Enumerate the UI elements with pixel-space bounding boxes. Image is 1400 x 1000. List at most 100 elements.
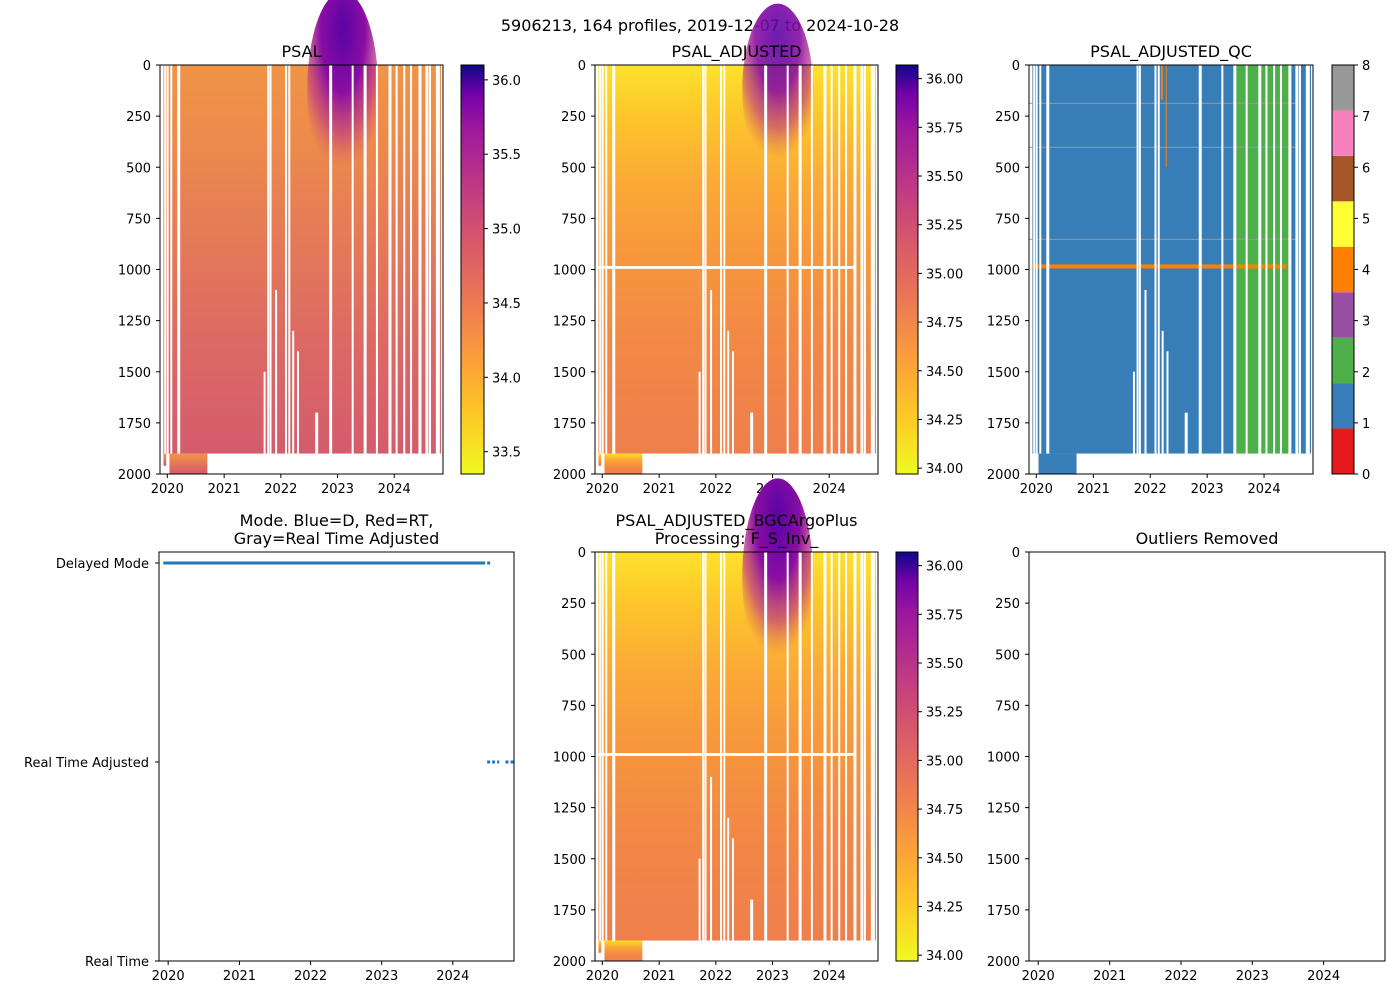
data-gap [601,65,604,454]
x-tick-label: 2023 [365,969,398,984]
data-gap [429,65,432,454]
x-tick-label: 2022 [699,969,732,984]
qc-flag-1-region [1038,453,1077,474]
colorbar-tick-label: 6 [1362,161,1370,176]
delayed-mode-point [487,561,491,565]
colorbar-tick-label: 5 [1362,212,1370,227]
high-salinity-core [742,478,814,675]
heatmap-deep [604,453,643,474]
qc-flag-8-line [1029,238,1299,240]
data-gap [1161,330,1164,454]
y-tick-label: 0 [1012,59,1020,74]
y-tick-label: 1000 [118,264,151,279]
colorbar-frame [895,551,919,962]
x-tick-label: 2021 [1077,482,1110,497]
data-gap [269,65,272,454]
y-tick-label: 1250 [118,315,151,330]
x-tick-label: 2020 [152,969,185,984]
colorbar-frame [460,64,485,475]
data-gap [1233,65,1237,454]
data-gap [1295,65,1299,454]
colorbar-tick-label: 34.75 [926,803,963,818]
y-tick-label: 1750 [553,904,586,919]
data-gap [704,552,707,941]
data-gap [731,838,734,941]
data-gap [605,552,608,941]
data-gap [798,65,802,454]
heatmap-body [598,552,876,941]
y-tick-label: 500 [561,648,586,663]
data-gap [864,552,867,941]
panel-title: Mode. Blue=D, Red=RT, [240,511,434,530]
y-tick-label: 0 [1012,546,1020,561]
y-tick-label: 250 [126,110,151,125]
data-gap [838,65,841,454]
y-tick-label: 0 [578,546,586,561]
data-gap [810,65,813,454]
colorbar-tick-label: 34.75 [926,316,963,331]
qc-flag-2-region [1233,65,1290,454]
data-gap [388,65,392,454]
data-gap [1273,65,1276,454]
y-tick-label: 1000 [987,264,1020,279]
colorbar-tick-label: 34.25 [926,413,963,428]
colorbar-tick-label: 34.50 [926,852,963,867]
data-gap [1184,412,1188,454]
y-tick-label: 750 [561,212,586,227]
x-tick-label: 2023 [756,969,789,984]
data-gap [830,552,833,941]
data-gap [1033,65,1036,454]
data-gap [786,65,789,454]
data-gap [860,552,864,941]
high-salinity-core [742,3,814,176]
data-gap [418,65,422,454]
qc-flag-4-mark [1165,65,1167,168]
y-tick-label: 1000 [553,264,586,279]
data-gap [164,65,167,454]
data-gap [375,65,378,454]
data-gap [750,412,754,454]
colorbar-tick-label: 1 [1362,417,1370,432]
y-tick-label: 750 [561,699,586,714]
data-gap [1221,65,1224,454]
data-gap [860,65,864,454]
pressure-gap-line [598,753,855,756]
data-gap [723,65,726,454]
y-tick-label: 1500 [987,366,1020,381]
data-gap [403,65,406,454]
data-gap [329,65,333,454]
y-tick-label: 500 [126,161,151,176]
colorbar-tick-label: 35.75 [926,608,963,623]
colorbar-tick-label: 34.0 [492,371,521,386]
data-gap [1258,65,1262,454]
y-tick-label: 2000 [987,468,1020,483]
colorbar-gradient [896,65,918,474]
x-tick-label: 2024 [1307,969,1340,984]
data-gap [720,552,723,941]
colorbar-tick-label: 35.50 [926,170,963,185]
colorbar-tick-label: 3 [1362,315,1370,330]
colorbar-tick-label: 36.00 [926,73,963,88]
qc-flag-8-line [1029,102,1299,104]
x-tick-label: 2020 [1022,969,1055,984]
data-gap [786,552,789,941]
colorbar-tick-label: 2 [1362,366,1370,381]
y-tick-label: 250 [995,110,1020,125]
data-gap [425,65,429,454]
colorbar-segment [1332,337,1354,384]
y-tick-label: 1250 [553,315,586,330]
data-gap [1039,65,1042,454]
y-tick-label: 750 [126,212,151,227]
data-gap [710,289,713,454]
data-gap [764,552,768,941]
y-tick-label: 1750 [118,417,151,432]
heatmap-deep [163,453,167,466]
colorbar-tick-label: 35.0 [492,223,521,238]
data-gap [727,817,730,941]
panel-title: PSAL_ADJUSTED [671,42,801,62]
colorbar-tick-label: 36.00 [926,560,963,575]
data-gap [288,65,291,454]
y-tick-label: 0 [143,59,151,74]
colorbar-tick-label: 0 [1362,468,1370,483]
x-tick-label: 2022 [699,482,732,497]
